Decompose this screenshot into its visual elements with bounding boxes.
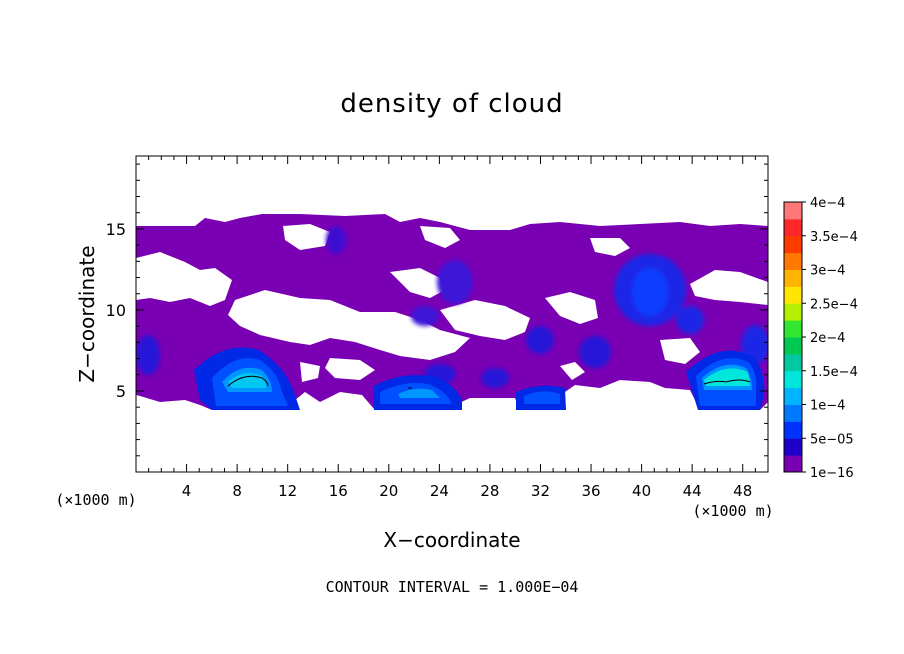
colorbar-tick-label: 2e−4 bbox=[810, 331, 845, 346]
colorbar-tick-label: 5e−05 bbox=[810, 432, 854, 447]
density-field bbox=[136, 214, 768, 410]
y-tick-label: 15 bbox=[106, 220, 126, 239]
colorbar-swatch bbox=[784, 421, 802, 439]
x-tick-label: 32 bbox=[531, 482, 550, 500]
colorbar-tick-label: 1e−16 bbox=[810, 466, 854, 481]
x-tick-label: 28 bbox=[480, 482, 499, 500]
x-tick-label: 48 bbox=[733, 482, 752, 500]
y-axis-label: Z−coordinate bbox=[75, 245, 99, 382]
colorbar-swatch bbox=[784, 218, 802, 237]
colorbar-tick-label: 4e−4 bbox=[810, 196, 845, 211]
colorbar: 1e−16 5e−05 1e−4 1.5e−4 2e−4 2.5e−4 3e−4 3.5e−4… bbox=[783, 196, 858, 481]
contour-interval-note: CONTOUR INTERVAL = 1.000E−04 bbox=[326, 578, 579, 596]
x-tick-label: 16 bbox=[329, 482, 348, 500]
colorbar-swatch bbox=[784, 370, 802, 389]
colorbar-swatch bbox=[784, 404, 802, 422]
colorbar-swatch bbox=[784, 252, 802, 270]
colorbar-swatch bbox=[784, 337, 802, 355]
colorbar-swatch bbox=[784, 387, 802, 405]
cloud-core-1 bbox=[194, 347, 300, 410]
x-axis-label: X−coordinate bbox=[383, 528, 520, 552]
x-axis-ticks: 4 8 12 16 20 24 28 32 36 40 44 48 bbox=[148, 156, 756, 500]
colorbar-swatch bbox=[784, 455, 802, 473]
cloud-core-2 bbox=[374, 375, 462, 410]
x-tick-label: 40 bbox=[632, 482, 651, 500]
colorbar-swatch bbox=[784, 286, 802, 304]
y-tick-label: 10 bbox=[106, 301, 126, 320]
x-tick-label: 4 bbox=[182, 482, 192, 500]
colorbar-swatch bbox=[784, 353, 802, 372]
x-tick-label: 12 bbox=[278, 482, 297, 500]
x-tick-label: 20 bbox=[379, 482, 398, 500]
chart-title: density of cloud bbox=[340, 89, 563, 119]
x-tick-label: 8 bbox=[232, 482, 242, 500]
x-unit-left: (×1000 m) bbox=[55, 491, 136, 509]
cloud-core-4 bbox=[686, 350, 765, 410]
y-axis-ticks: 5 10 15 bbox=[106, 163, 768, 457]
colorbar-swatch bbox=[784, 303, 802, 321]
x-tick-label: 44 bbox=[683, 482, 702, 500]
blue-patches bbox=[136, 226, 768, 388]
colorbar-swatch bbox=[784, 438, 802, 456]
colorbar-swatch bbox=[784, 269, 802, 287]
colorbar-swatch bbox=[784, 320, 802, 338]
cloud-core-3 bbox=[516, 385, 566, 410]
colorbar-swatch bbox=[784, 202, 802, 220]
cloud-gaps bbox=[136, 224, 768, 382]
x-unit-right: (×1000 m) bbox=[692, 502, 773, 520]
colorbar-tick-label: 3e−4 bbox=[810, 264, 845, 279]
x-tick-label: 24 bbox=[430, 482, 449, 500]
colorbar-tick-label: 3.5e−4 bbox=[810, 230, 858, 245]
colorbar-swatch bbox=[784, 235, 802, 254]
colorbar-tick-label: 2.5e−4 bbox=[810, 297, 858, 312]
y-tick-label: 5 bbox=[116, 382, 126, 401]
colorbar-tick-label: 1.5e−4 bbox=[810, 365, 858, 380]
x-tick-label: 36 bbox=[581, 482, 600, 500]
colorbar-tick-label: 1e−4 bbox=[810, 399, 845, 414]
